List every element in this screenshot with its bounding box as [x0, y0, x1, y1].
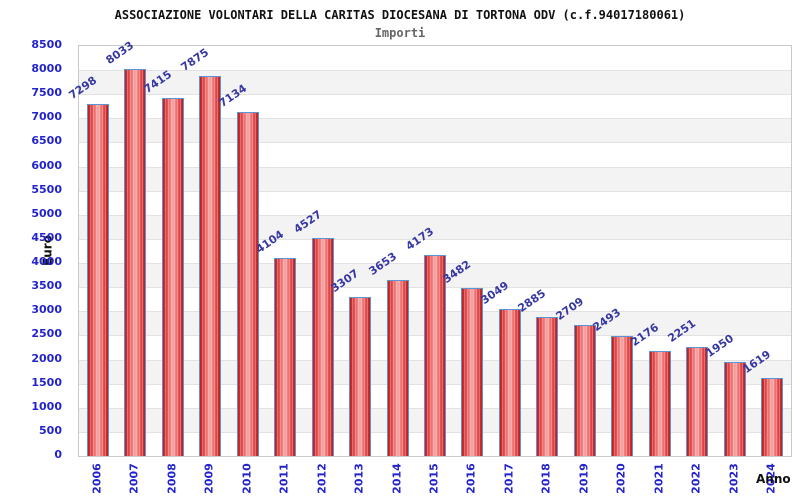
y-tick-label: 1000 [31, 399, 62, 413]
grid-band-white [79, 46, 791, 71]
x-axis-title: Anno [756, 472, 791, 486]
y-tick-label: 5000 [31, 206, 62, 220]
y-tick-label: 8000 [31, 62, 62, 76]
bar-2009 [199, 76, 222, 456]
y-tick-label: 4000 [31, 255, 62, 269]
grid-band-gray [79, 70, 791, 95]
bar-2019 [573, 325, 596, 456]
plot-area: 7298 8033 7415 7875 7134 4104 4527 3307 3653 4173… [66, 38, 792, 457]
x-tick-label: 2021 [652, 463, 666, 494]
bar-2024 [761, 377, 784, 456]
y-tick-label: 4500 [31, 230, 62, 244]
bar-2013 [349, 296, 372, 456]
y-tick-label: 6500 [31, 134, 62, 148]
y-tick-label: 7500 [31, 86, 62, 100]
bar-2015 [424, 254, 446, 456]
bar-2016 [461, 288, 484, 456]
chart-title: ASSOCIAZIONE VOLONTARI DELLA CARITAS DIO… [114, 8, 686, 22]
bar-2018 [536, 316, 559, 456]
grid-band-gray [79, 166, 791, 191]
bar-2010 [236, 111, 259, 456]
bar-2008 [161, 98, 184, 456]
y-tick-label: 3000 [31, 303, 62, 317]
x-tick-label: 2011 [277, 463, 291, 494]
grid-band-white [79, 190, 791, 215]
x-tick-label: 2009 [202, 463, 216, 494]
x-tick-label: 2008 [165, 463, 179, 494]
y-tick-label: 7000 [31, 110, 62, 124]
x-tick-label: 2018 [539, 463, 553, 494]
x-tick-label: 2007 [127, 463, 141, 494]
bar-2017 [498, 308, 521, 456]
y-tick-label: 2500 [31, 327, 62, 341]
x-tick-label: 2019 [577, 463, 591, 494]
y-axis-tick-labels: 8500 8000 7500 7000 6500 6000 5500 5000 4500 4000… [0, 38, 70, 461]
y-tick-label: 8500 [31, 38, 62, 51]
grid-band-white [79, 142, 791, 167]
grid-band-gray [79, 118, 791, 143]
y-tick-label: 6000 [31, 158, 62, 172]
x-tick-label: 2013 [352, 463, 366, 494]
y-tick-label: 5500 [31, 182, 62, 196]
grid-band-gray [79, 214, 791, 239]
chart-subtitle: Importi [374, 26, 426, 40]
y-tick-label: 3500 [31, 279, 62, 293]
grid-band-white [79, 94, 791, 119]
x-tick-label: 2010 [240, 463, 254, 494]
bar-2022 [686, 347, 709, 456]
bar-2014 [386, 279, 409, 456]
x-tick-label: 2012 [315, 463, 329, 494]
x-axis-tick-labels: 2006 2007 2008 2009 2010 2011 2012 2013 2014 2015… [78, 455, 790, 500]
y-tick-label: 500 [39, 423, 62, 437]
y-tick-label: 0 [54, 448, 62, 461]
x-tick-label: 2022 [689, 463, 703, 494]
x-tick-label: 2006 [90, 463, 104, 494]
bar-2012 [311, 237, 334, 456]
bar-2011 [274, 258, 297, 456]
bar-2023 [723, 361, 746, 456]
x-tick-label: 2015 [427, 463, 441, 494]
x-tick-label: 2017 [502, 463, 516, 494]
bar-2006 [86, 103, 109, 456]
x-tick-label: 2014 [390, 463, 404, 494]
x-tick-label: 2020 [614, 463, 628, 494]
bar-2020 [611, 335, 634, 456]
bar-2007 [124, 68, 147, 456]
y-tick-label: 2000 [31, 351, 62, 365]
x-tick-label: 2016 [464, 463, 478, 494]
x-tick-label: 2023 [727, 463, 741, 494]
y-tick-label: 1500 [31, 375, 62, 389]
bar-2021 [648, 351, 671, 456]
